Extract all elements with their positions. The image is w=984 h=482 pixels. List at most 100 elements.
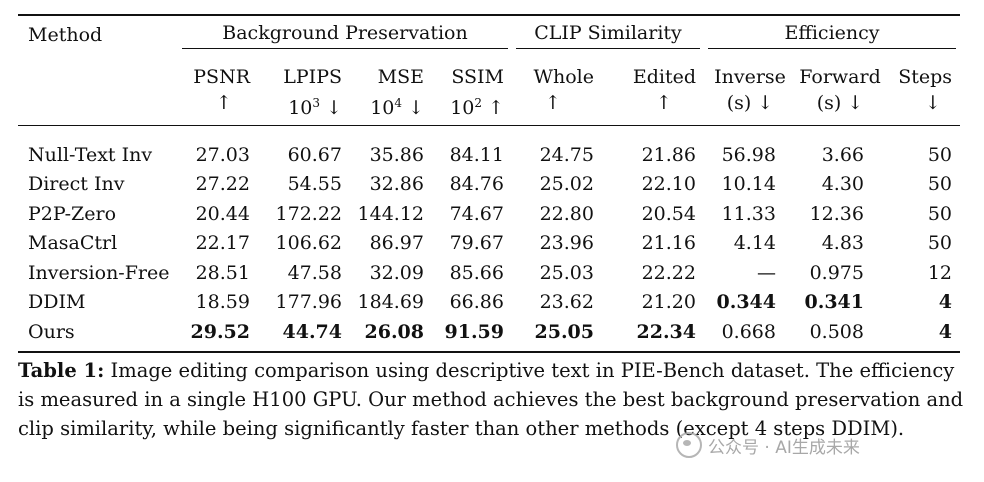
value-cell: 23.62	[539, 291, 594, 314]
method-cell: Null-Text Inv	[28, 143, 153, 166]
value-cell: 22.22	[641, 261, 696, 284]
method-cell: MasaCtrl	[28, 232, 118, 255]
value-cell: 50	[927, 173, 952, 196]
metric-steps: Steps ↓	[898, 66, 952, 114]
value-cell: 32.86	[369, 173, 424, 196]
value-cell: 184.69	[357, 291, 424, 314]
metric-whole: Whole ↑	[533, 66, 594, 114]
value-cell: 4	[938, 291, 952, 314]
metric-psnr: PSNR ↑	[193, 66, 250, 114]
value-cell: —	[757, 261, 776, 284]
metric-forward: Forward (s) ↓	[799, 66, 881, 114]
value-cell: 20.44	[195, 202, 250, 225]
value-cell: 22.10	[641, 173, 696, 196]
value-cell: 47.58	[287, 261, 342, 284]
caption-text: Image editing comparison using descripti…	[18, 359, 964, 440]
value-cell: 20.54	[641, 202, 696, 225]
value-cell: 23.96	[539, 232, 594, 255]
table-row: Inversion-Free 28.51 47.58 32.09 85.66 25.03 2…	[18, 258, 960, 288]
value-cell: 177.96	[275, 291, 342, 314]
group-header-row: Method Background Preservation CLIP Simi…	[18, 16, 960, 54]
table-row: Ours 29.52 44.74 26.08 91.59 25.05 22.34 0.668 0…	[18, 317, 960, 347]
value-cell: 172.22	[275, 202, 342, 225]
value-cell: 29.52	[190, 320, 251, 343]
value-cell: 27.22	[195, 173, 250, 196]
table-body: Null-Text Inv 27.03 60.67 35.86 84.11 24.75 21…	[18, 126, 960, 347]
watermark-text: 公众号 · AI生成未来	[708, 437, 860, 458]
method-cell: P2P-Zero	[28, 202, 117, 225]
metric-inverse: Inverse (s) ↓	[714, 66, 786, 114]
value-cell: 50	[927, 143, 952, 166]
value-cell: 44.74	[282, 320, 343, 343]
method-cell: Inversion-Free	[28, 261, 170, 284]
value-cell: 32.09	[369, 261, 424, 284]
value-cell: 60.67	[287, 143, 342, 166]
value-cell: 25.03	[539, 261, 594, 284]
value-cell: 50	[927, 232, 952, 255]
value-cell: 0.344	[716, 291, 777, 314]
table-caption: Table 1: Image editing comparison using …	[18, 356, 964, 443]
value-cell: 25.02	[539, 173, 594, 196]
value-cell: 4.83	[821, 232, 864, 255]
table-row: Null-Text Inv 27.03 60.67 35.86 84.11 24.75 21…	[18, 126, 960, 170]
value-cell: 35.86	[369, 143, 424, 166]
method-header: Method	[28, 24, 103, 46]
metric-mse: MSE 104 ↓	[370, 66, 424, 119]
table-row: Direct Inv 27.22 54.55 32.86 84.76 25.02 22.10…	[18, 170, 960, 200]
value-cell: 106.62	[275, 232, 342, 255]
value-cell: 0.668	[721, 320, 776, 343]
value-cell: 4.14	[733, 232, 776, 255]
value-cell: 22.17	[195, 232, 250, 255]
value-cell: 22.34	[636, 320, 697, 343]
table-row: P2P-Zero 20.44 172.22 144.12 74.67 22.80 20.54…	[18, 199, 960, 229]
group-header-efficiency: Efficiency	[708, 22, 956, 49]
value-cell: 86.97	[369, 232, 424, 255]
metric-lpips: LPIPS 103 ↓	[283, 66, 342, 119]
value-cell: 91.59	[444, 320, 505, 343]
value-cell: 79.67	[449, 232, 504, 255]
value-cell: 4.30	[821, 173, 864, 196]
caption-label: Table 1:	[18, 359, 105, 382]
value-cell: 21.20	[641, 291, 696, 314]
value-cell: 84.11	[449, 143, 504, 166]
value-cell: 74.67	[449, 202, 504, 225]
value-cell: 18.59	[195, 291, 250, 314]
table-row: MasaCtrl 22.17 106.62 86.97 79.67 23.96 21.16 4…	[18, 229, 960, 259]
value-cell: 50	[927, 202, 952, 225]
value-cell: 0.975	[809, 261, 864, 284]
value-cell: 22.80	[539, 202, 594, 225]
value-cell: 25.05	[534, 320, 595, 343]
value-cell: 54.55	[287, 173, 342, 196]
watermark: 公众号 · AI生成未来	[676, 432, 860, 458]
group-header-background: Background Preservation	[182, 22, 508, 49]
header-rule	[18, 121, 960, 126]
metric-ssim: SSIM 102 ↑	[450, 66, 504, 119]
value-cell: 28.51	[195, 261, 250, 284]
value-cell: 0.341	[804, 291, 865, 314]
value-cell: 24.75	[539, 143, 594, 166]
value-cell: 10.14	[721, 173, 776, 196]
method-cell: DDIM	[28, 291, 86, 314]
value-cell: 11.33	[721, 202, 776, 225]
value-cell: 21.16	[641, 232, 696, 255]
value-cell: 144.12	[357, 202, 424, 225]
value-cell: 3.66	[821, 143, 864, 166]
metric-header-row: PSNR ↑ LPIPS 103 ↓ MSE 104 ↓ SSIM 102 ↑ …	[18, 54, 960, 121]
value-cell: 66.86	[449, 291, 504, 314]
value-cell: 26.08	[364, 320, 425, 343]
value-cell: 85.66	[449, 261, 504, 284]
table-row: DDIM 18.59 177.96 184.69 66.86 23.62 21.20 0.34…	[18, 288, 960, 318]
value-cell: 4	[938, 320, 952, 343]
group-header-clip: CLIP Similarity	[516, 22, 700, 49]
value-cell: 12	[927, 261, 952, 284]
value-cell: 21.86	[641, 143, 696, 166]
bottom-rule	[18, 346, 960, 353]
value-cell: 27.03	[195, 143, 250, 166]
method-cell: Direct Inv	[28, 173, 125, 196]
value-cell: 0.508	[809, 320, 864, 343]
metric-edited: Edited ↑	[632, 66, 696, 114]
results-table-container: Method Background Preservation CLIP Simi…	[18, 14, 960, 353]
value-cell: 56.98	[721, 143, 776, 166]
value-cell: 84.76	[449, 173, 504, 196]
results-table: Method Background Preservation CLIP Simi…	[18, 14, 960, 353]
